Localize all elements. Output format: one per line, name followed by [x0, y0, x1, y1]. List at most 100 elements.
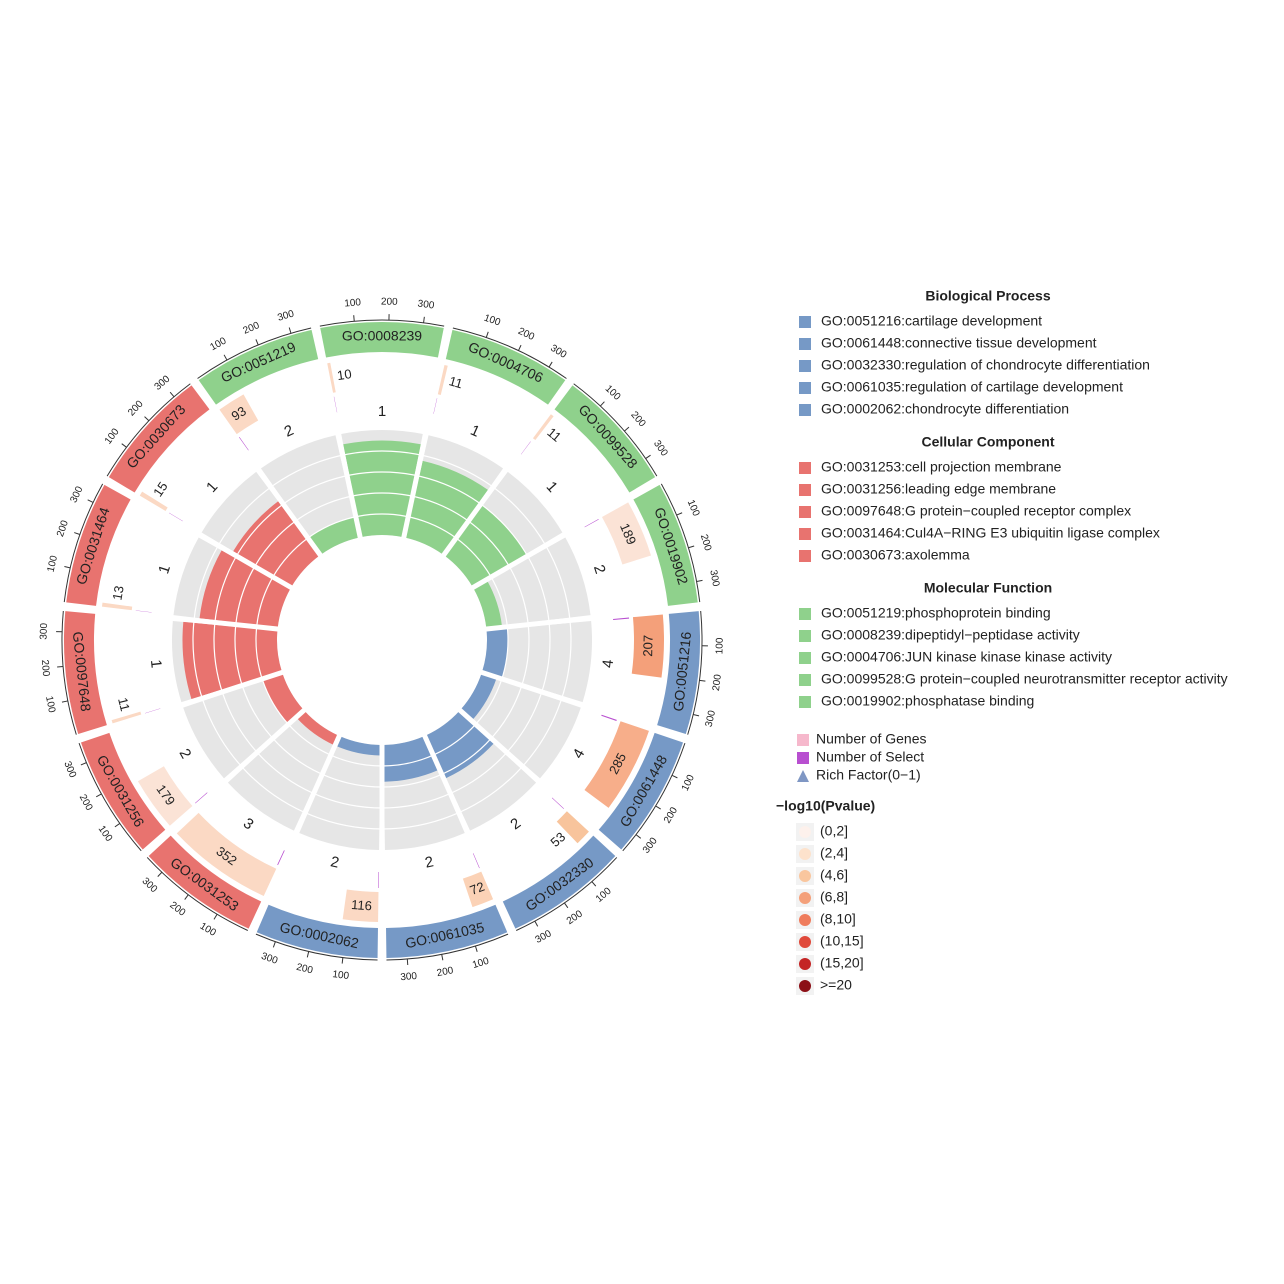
sector-ring — [554, 385, 656, 493]
tick-mark — [696, 579, 703, 582]
axis-line — [319, 319, 445, 327]
legend-swatch — [799, 382, 811, 394]
tick-mark — [485, 331, 489, 338]
select-label: 1 — [378, 403, 386, 420]
legend-swatch — [799, 360, 811, 372]
axis-line — [106, 383, 191, 477]
legend-item: (6,8] — [820, 889, 848, 905]
tick-mark — [64, 566, 71, 569]
sector-ring — [198, 329, 319, 405]
tick-label: 100 — [96, 824, 115, 844]
gene-bar — [601, 502, 652, 565]
select-label: 2 — [423, 853, 435, 871]
select-bar — [135, 610, 152, 613]
tick-mark — [671, 774, 678, 779]
axis-line — [622, 742, 686, 852]
tick-mark — [121, 443, 127, 448]
select-bar — [145, 708, 161, 714]
tick-mark — [591, 881, 597, 887]
sector-gap — [457, 707, 541, 784]
select-label: 2 — [176, 746, 195, 762]
tick-label: 300 — [140, 876, 160, 896]
tick-label: 300 — [707, 569, 721, 588]
sector-ring — [80, 732, 166, 850]
tick-mark — [645, 454, 651, 460]
tick-label: 300 — [260, 951, 280, 967]
tick-label: 200 — [295, 962, 314, 977]
legend-item: GO:0031253:cell projection membrane — [821, 459, 1062, 475]
tick-mark — [548, 361, 553, 368]
tick-mark — [61, 700, 68, 703]
tick-label: 200 — [381, 297, 398, 308]
legend-item: GO:0051216:cartilage development — [821, 313, 1042, 329]
gene-label: 11 — [115, 696, 133, 713]
rich-bar — [297, 711, 338, 745]
sector-gap — [422, 733, 471, 834]
tick-label: 200 — [241, 320, 261, 337]
rich-bg — [299, 736, 381, 850]
sector-label: GO:0008239 — [342, 328, 422, 344]
legend-dot — [799, 892, 811, 904]
legend-dot — [799, 870, 811, 882]
tick-label: 100 — [714, 637, 725, 654]
tick-label: 200 — [565, 908, 585, 927]
tick-label: 300 — [641, 835, 660, 855]
gene-label: 13 — [109, 585, 126, 602]
select-bar — [277, 850, 285, 866]
select-bar — [584, 519, 599, 528]
sector-ring — [657, 611, 700, 735]
tick-label: 200 — [167, 900, 187, 919]
legend-swatch — [799, 528, 811, 540]
gene-bar — [176, 812, 277, 896]
select-bar — [433, 398, 438, 414]
gene-bar — [556, 811, 589, 844]
tick-label: 100 — [208, 335, 228, 353]
axis-line — [255, 933, 378, 961]
tick-label: 300 — [534, 928, 554, 946]
sector-gap — [480, 669, 584, 708]
sector-ring — [445, 329, 566, 405]
sector-gap — [223, 707, 307, 784]
sector-gap — [293, 733, 342, 834]
sector-gap — [171, 615, 279, 632]
rich-bar — [383, 736, 438, 782]
tick-label: 300 — [68, 484, 85, 504]
tick-mark — [534, 920, 539, 927]
tick-mark — [423, 316, 425, 323]
sector-gap — [255, 467, 323, 558]
rich-bg — [227, 711, 338, 831]
gene-label: 11 — [544, 425, 564, 445]
tick-label: 300 — [153, 373, 173, 392]
legend-item: GO:0031464:Cul4A−RING E3 ubiquitin ligas… — [821, 525, 1160, 541]
tick-mark — [288, 327, 292, 334]
legend-item: (10,15] — [820, 933, 864, 949]
tick-mark — [341, 957, 344, 964]
tick-mark — [255, 339, 259, 346]
gene-bar — [584, 721, 649, 808]
gene-label: 53 — [547, 829, 568, 850]
tick-label: 100 — [332, 969, 350, 982]
gene-label: 207 — [640, 635, 655, 657]
legend-dot — [799, 936, 811, 948]
tick-label: 200 — [436, 965, 455, 979]
gene-label: 72 — [468, 879, 487, 898]
legend-item: GO:0002062:chondrocyte differentiation — [821, 401, 1069, 417]
sector-ring — [148, 835, 262, 929]
tick-label: 200 — [516, 326, 536, 343]
legend-dot — [799, 980, 811, 992]
sector-ring — [66, 484, 131, 606]
select-bar — [239, 437, 249, 451]
tick-label: 200 — [126, 398, 146, 418]
legend-swatch — [799, 506, 811, 518]
legend-swatch — [799, 608, 811, 620]
tick-mark — [518, 344, 522, 351]
sector-ring — [256, 904, 378, 958]
legend-dot — [799, 826, 811, 838]
rich-bar — [182, 621, 282, 699]
sector-gap — [441, 467, 509, 558]
rich-bg — [461, 673, 581, 779]
legend-item: GO:0004706:JUN kinase kinase kinase acti… — [821, 649, 1112, 665]
tick-label: 100 — [344, 297, 362, 309]
select-bar — [377, 871, 379, 888]
